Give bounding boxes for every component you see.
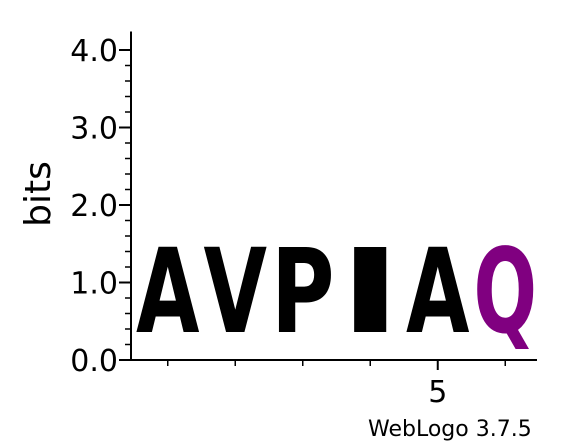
y-axis-label: bits [18, 161, 59, 227]
y-tick-label: 2.0 [70, 189, 118, 224]
x-tick-label: 5 [428, 375, 447, 410]
y-tick-label: 4.0 [70, 34, 118, 69]
y-tick-label: 1.0 [70, 267, 118, 302]
weblogo-credit: WebLogo 3.7.5 [368, 417, 532, 442]
logo-letter: I [339, 224, 402, 360]
logo-letter: V [204, 223, 267, 359]
y-tick-label: 0.0 [70, 344, 118, 379]
logo-letter: A [136, 223, 199, 359]
y-axis: 0.0 1.0 2.0 3.0 4.0 [70, 31, 132, 379]
logo-letter: P [271, 225, 334, 360]
x-axis: 5 [131, 359, 537, 410]
logo-letter: Q [474, 225, 537, 361]
logo-letter: A [406, 223, 469, 359]
y-tick-label: 3.0 [70, 112, 118, 147]
